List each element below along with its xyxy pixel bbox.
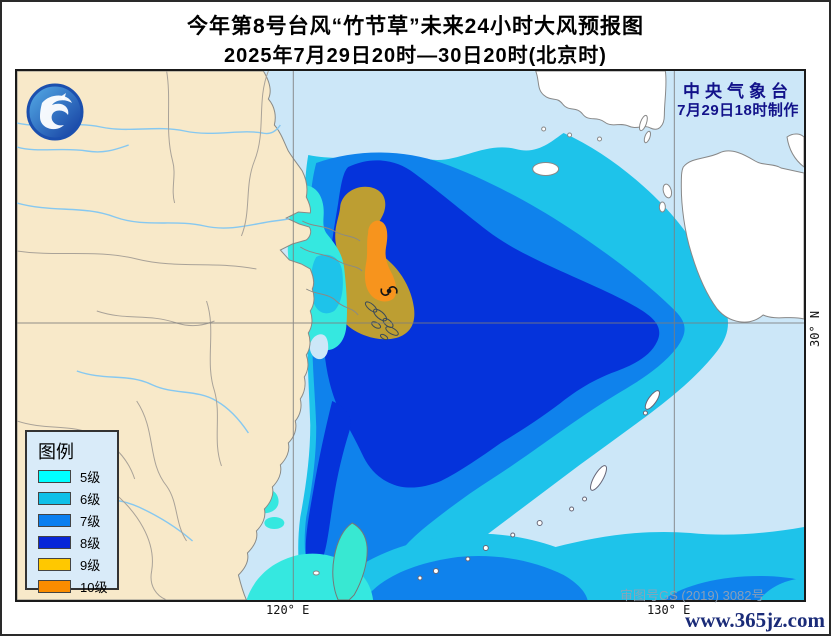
agency-issue-time: 7月29日18时制作 (677, 102, 799, 120)
longitude-label-130e: 130° E (647, 603, 691, 617)
wind-zone-lv10 (364, 220, 397, 302)
legend-label-lv6: 6级 (80, 492, 101, 507)
longitude-label-120e: 120° E (266, 603, 310, 617)
bay-coastlines (300, 220, 363, 316)
legend-swatch-lv7 (38, 514, 71, 527)
page-title: 今年第8号台风“竹节草”未来24小时大风预报图 (186, 15, 645, 38)
legend-label-lv10: 10级 (80, 580, 108, 595)
legend-row-lv10: 10级 (38, 580, 117, 595)
legend-row-lv9: 9级 (38, 558, 117, 573)
corner-wedge-lv6 (759, 578, 804, 600)
legend-row-lv5: 5级 (38, 470, 117, 485)
site-link[interactable]: www.365jz.com (685, 608, 825, 632)
legend-label-lv8: 8级 (80, 536, 101, 551)
wind-zone-lv8-coastal-tongue (305, 401, 351, 569)
legend-label-lv7: 7级 (80, 514, 101, 529)
legend-row-lv8: 8级 (38, 536, 117, 551)
latitude-label-30n: 30° N (808, 310, 822, 347)
korea-landmass (532, 71, 667, 176)
map-approval-watermark: 审图号GS (2019) 3082号 (620, 588, 765, 603)
agency-name: 中央气象台 (683, 82, 793, 101)
legend-title: 图例 (38, 442, 74, 462)
legend-swatch-lv5 (38, 470, 71, 483)
wind-legend: 图例 5级 6级 7级 8级 9级 10级 (25, 430, 119, 595)
legend-row-lv7: 7级 (38, 514, 117, 529)
penghu-island (312, 570, 320, 576)
legend-swatch-lv10 (38, 580, 71, 593)
agency-caption: 中央气象台 7月29日18时制作 (654, 81, 822, 121)
legend-swatch-lv6 (38, 492, 71, 505)
legend-label-lv5: 5级 (80, 470, 101, 485)
ryukyu-islands (417, 390, 660, 581)
legend-label-lv9: 9级 (80, 558, 101, 573)
wind-map-svg (17, 71, 804, 600)
cma-logo (26, 83, 84, 141)
bay-calm-notch (309, 334, 329, 360)
legend-swatch-lv9 (38, 558, 71, 571)
bay-lv6-patch (311, 254, 343, 314)
legend-swatch-lv8 (38, 536, 71, 549)
page-subtitle: 2025年7月29日20时—30日20时(北京时) (224, 45, 607, 67)
legend-row-lv6: 6级 (38, 492, 117, 507)
typhoon-symbol (380, 286, 398, 296)
wind-zone-lv8 (323, 160, 660, 488)
taiwan-island (332, 522, 368, 600)
forecast-map (15, 69, 806, 602)
graticule-lines (17, 71, 804, 600)
south-band-lv7 (364, 555, 588, 600)
japan-landmass (658, 133, 804, 323)
